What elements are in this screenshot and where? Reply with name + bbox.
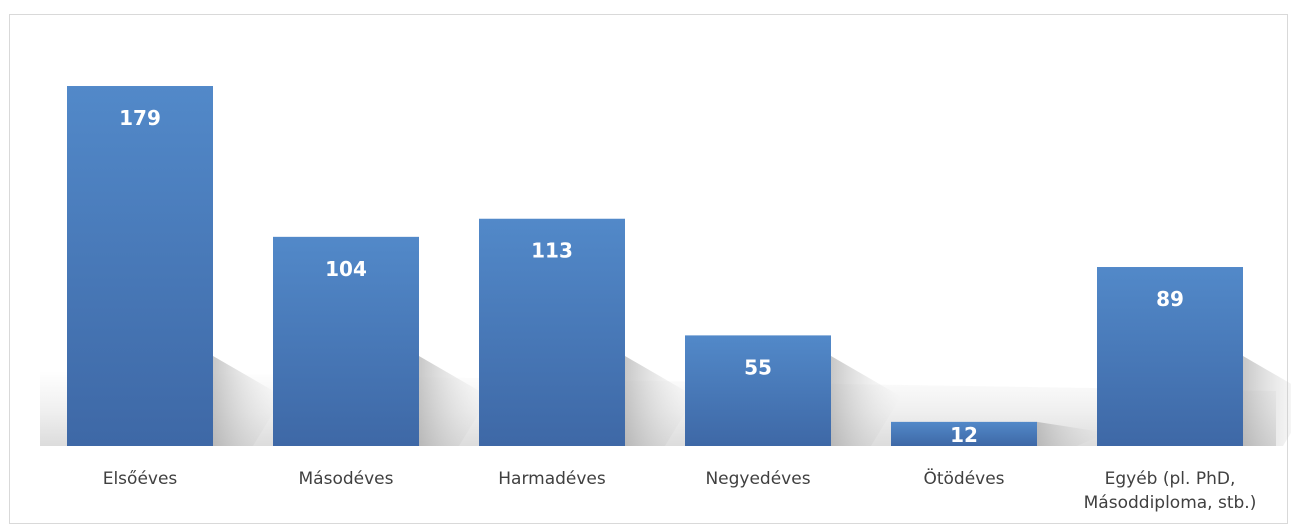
value-label: 89 [1156,287,1184,311]
value-label: 104 [325,257,367,281]
category-labels: Elsőéves Másodéves Harmadéves Negyedéves Ötö… [103,467,1257,513]
bar [479,218,625,446]
bar-shadow [831,356,901,446]
bar-shadows [213,356,1291,446]
category-label: Elsőéves [103,469,178,489]
bar-shadow [625,356,695,446]
value-label: 55 [744,355,772,379]
bar [273,236,419,446]
value-label: 113 [531,239,573,263]
category-label: Másoddiploma, stb.) [1084,493,1257,513]
bar [891,421,1037,446]
value-labels: 179 104 113 55 12 89 [119,106,1184,447]
bars [67,86,1243,446]
bar-shadow [1243,356,1291,446]
category-label: Ötödéves [923,467,1004,489]
value-label: 179 [119,106,161,130]
bar [67,86,213,446]
bar-shadow [419,356,489,446]
value-label: 12 [950,423,978,447]
category-label: Harmadéves [498,469,606,489]
bar-shadow [213,356,283,446]
bar [685,335,831,446]
category-label: Másodéves [299,469,394,489]
category-label: Egyéb (pl. PhD, [1105,469,1236,489]
bar-shadow [1037,421,1107,446]
category-label: Negyedéves [705,469,810,489]
bar [1097,267,1243,446]
